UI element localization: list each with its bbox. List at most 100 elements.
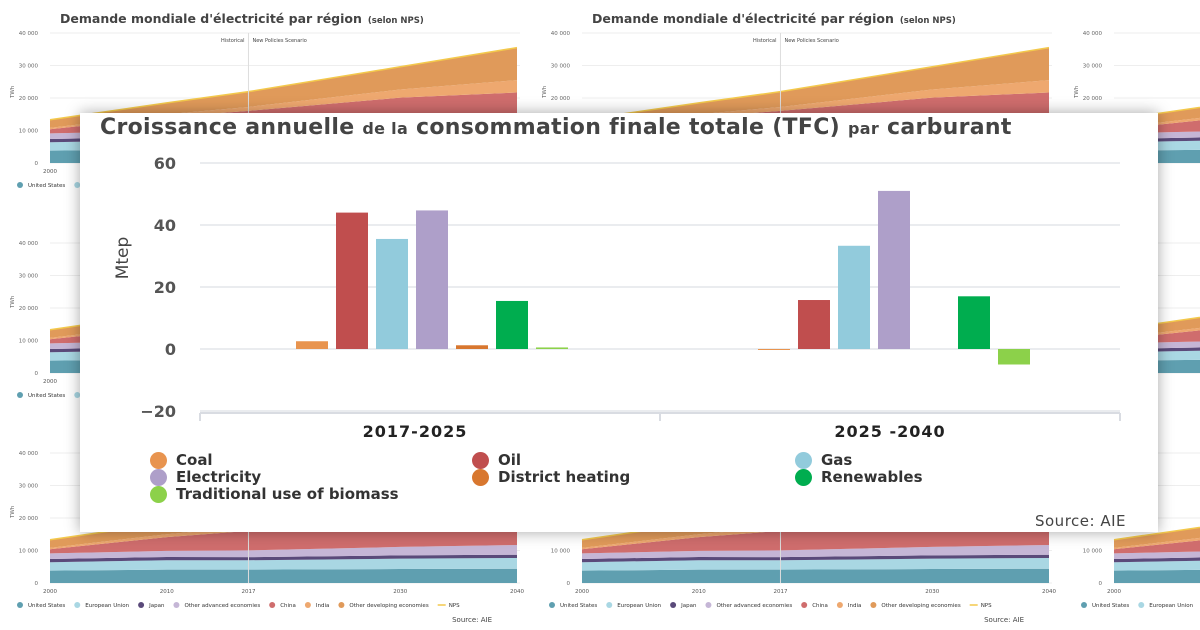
area-european-union xyxy=(582,557,1049,571)
legend-item: Gas xyxy=(795,451,852,469)
legend-swatch xyxy=(549,602,555,608)
x-tick-label: 2017 xyxy=(773,589,787,595)
y-tick-label: 20 000 xyxy=(19,306,39,312)
x-tick-label: 2030 xyxy=(925,589,939,595)
x-tick-label: 2000 xyxy=(43,379,57,385)
title-part: par xyxy=(847,119,880,138)
y-axis-label: TWh xyxy=(542,85,548,99)
legend-label: China xyxy=(280,603,296,609)
legend-swatch xyxy=(150,468,167,486)
bar-oil xyxy=(336,212,368,349)
legend-swatch xyxy=(74,392,81,398)
legend-swatch xyxy=(795,468,812,486)
legend-swatch xyxy=(870,602,877,608)
legend-item: District heating xyxy=(472,468,630,486)
y-tick-label: 40 000 xyxy=(19,451,39,457)
y-tick-label: 20 000 xyxy=(1083,96,1103,102)
legend-swatch xyxy=(17,392,23,398)
y-tick-label: 10 000 xyxy=(19,129,39,135)
x-tick-label: 2040 xyxy=(1042,589,1056,595)
title-part: carburant xyxy=(886,115,1012,140)
legend-swatch xyxy=(173,602,180,608)
x-tick-label: 2017 xyxy=(241,589,255,595)
legend-item: Electricity xyxy=(150,468,261,486)
legend-swatch xyxy=(138,602,145,608)
title-part: de la xyxy=(362,119,409,138)
legend-label: Oil xyxy=(498,451,522,469)
y-tick-label: 30 000 xyxy=(1083,64,1103,70)
legend-label: European Union xyxy=(1149,603,1193,609)
bar-renewables xyxy=(958,296,990,349)
annotation-scenario: New Policies Scenario xyxy=(784,38,838,44)
legend-label: Japan xyxy=(680,603,697,609)
area-european-union xyxy=(50,557,517,571)
y-tick-label: 20 000 xyxy=(19,96,39,102)
bar-traditional-use-of-biomass xyxy=(536,347,568,349)
legend-swatch xyxy=(150,485,167,503)
x-category-label: 2025 -2040 xyxy=(834,422,945,441)
bg-source: Source: AIE xyxy=(452,616,492,624)
y-axis-label: TWh xyxy=(10,85,16,99)
y-tick-label: 0 xyxy=(35,371,39,377)
annotation-historical: Historical xyxy=(753,38,776,44)
area-united-states xyxy=(582,568,1049,583)
nps-line xyxy=(1113,316,1200,331)
title-part: Croissance annuelle xyxy=(100,115,355,140)
legend-swatch xyxy=(1138,602,1145,608)
y-tick-label: 40 000 xyxy=(19,31,39,37)
y-tick-label: 60 xyxy=(154,154,176,173)
legend-label: India xyxy=(848,603,862,609)
legend-label: European Union xyxy=(617,603,661,609)
legend-label: Other developing economies xyxy=(881,603,960,609)
legend-label: United States xyxy=(28,603,65,609)
area-japan xyxy=(50,554,517,563)
legend-label: NPS xyxy=(449,603,460,609)
legend-swatch xyxy=(17,182,23,188)
area-other-developing-economies xyxy=(582,47,1049,128)
source-note: Source: AIE xyxy=(1034,512,1126,530)
legend-item: Coal xyxy=(150,451,213,469)
legend-label: Renewables xyxy=(821,468,923,486)
nps-line xyxy=(1113,526,1200,541)
legend-label: District heating xyxy=(498,468,631,486)
bar-coal xyxy=(758,349,790,350)
area-european-union xyxy=(1114,560,1200,571)
bar-gas xyxy=(838,245,870,349)
legend-swatch xyxy=(836,602,843,608)
legend-item: Renewables xyxy=(795,468,923,486)
x-category-label: 2017-2025 xyxy=(363,422,468,441)
bar-oil xyxy=(798,300,830,349)
main-chart-card: Croissance annuelle de la consommation f… xyxy=(80,113,1158,532)
annotation-scenario: New Policies Scenario xyxy=(252,38,306,44)
y-tick-label: 30 000 xyxy=(551,64,571,70)
legend-swatch xyxy=(606,602,613,608)
legend-label: Japan xyxy=(148,603,165,609)
legend-label: United States xyxy=(560,603,597,609)
y-tick-label: 10 000 xyxy=(19,339,39,345)
y-axis-label: TWh xyxy=(1074,85,1080,99)
x-tick-label: 2000 xyxy=(575,589,589,595)
area-other-developing-economies xyxy=(1114,527,1200,548)
bg-chart-title-suffix: (selon NPS) xyxy=(900,16,956,26)
bar-traditional-use-of-biomass xyxy=(998,349,1030,365)
bg-chart-title: Demande mondiale d'électricité par régio… xyxy=(60,11,362,26)
chart-title: Croissance annuelle de la consommation f… xyxy=(100,115,1012,140)
legend-label: Coal xyxy=(176,451,213,469)
legend-swatch xyxy=(338,602,345,608)
legend-swatch xyxy=(304,602,311,608)
legend-swatch xyxy=(269,602,276,608)
legend-swatch xyxy=(472,468,489,486)
y-tick-label: 30 000 xyxy=(19,64,39,70)
annotation-historical: Historical xyxy=(221,38,244,44)
legend-label: Electricity xyxy=(176,468,262,486)
legend-label: NPS xyxy=(981,603,992,609)
bar-gas xyxy=(376,238,408,349)
y-tick-label: 0 xyxy=(1099,581,1103,587)
y-tick-label: 30 000 xyxy=(19,274,39,280)
y-tick-label: 30 000 xyxy=(19,484,39,490)
y-tick-label: 0 xyxy=(165,340,176,359)
legend-label: United States xyxy=(28,183,65,189)
y-tick-label: 20 xyxy=(154,278,176,297)
y-tick-label: 20 000 xyxy=(19,516,39,522)
legend-label: China xyxy=(812,603,828,609)
